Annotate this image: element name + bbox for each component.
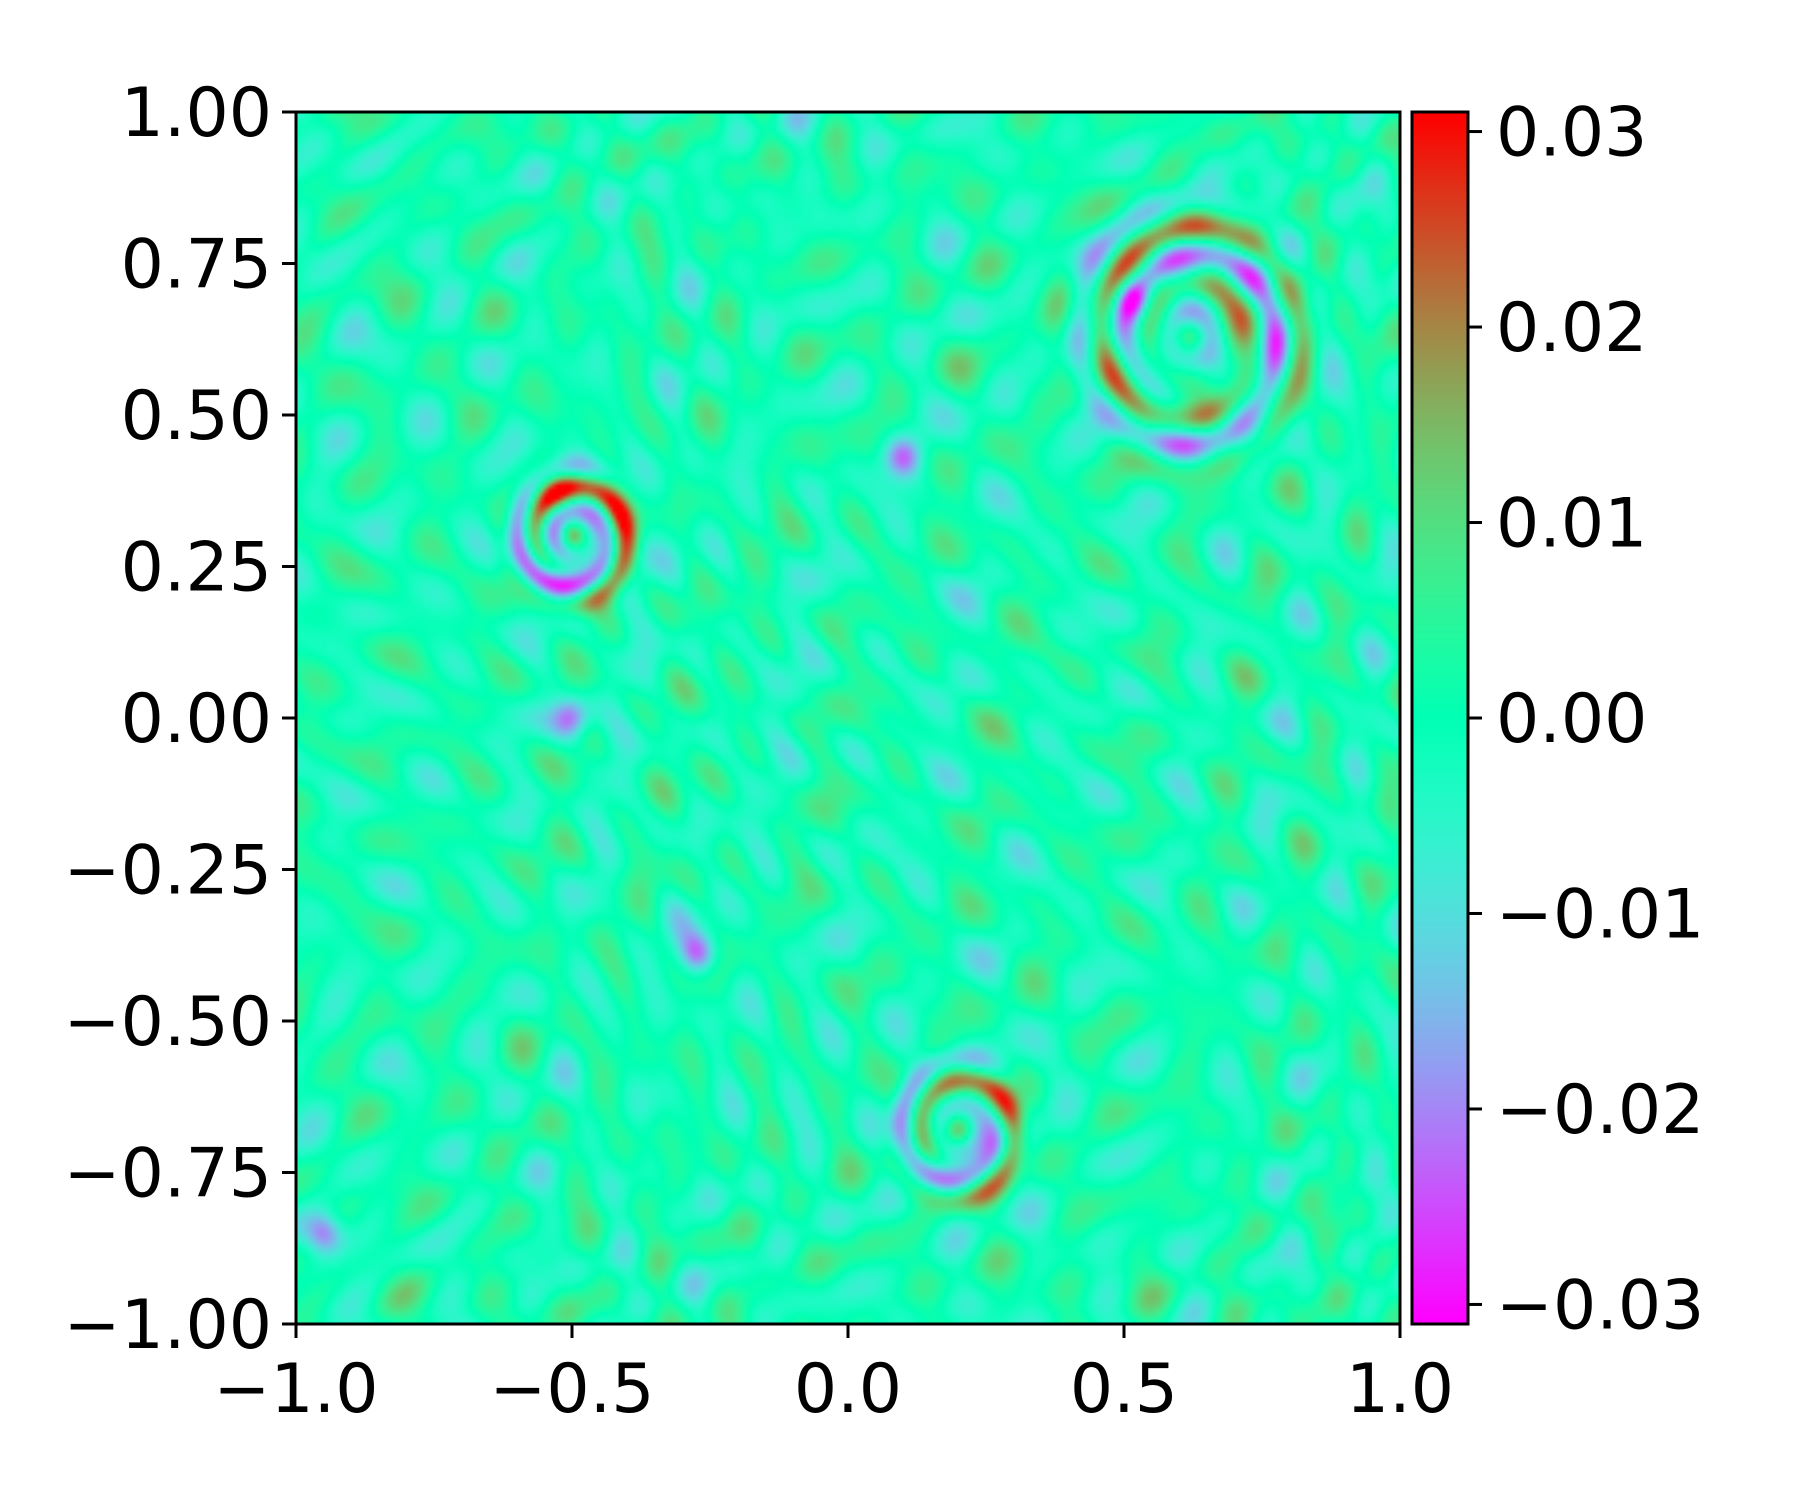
y-tick-label: −0.50 — [64, 983, 272, 1062]
x-axis: −1.0 −0.5 0.0 0.5 1.0 — [213, 1324, 1454, 1429]
colorbar-tick-label: 0.01 — [1496, 485, 1647, 564]
colorbar-tick-label: −0.01 — [1496, 875, 1704, 954]
y-tick-label: 0.00 — [121, 680, 272, 759]
colorbar-tick-label: 0.02 — [1496, 289, 1647, 368]
y-axis: 1.00 0.75 0.50 0.25 0.00 −0.25 −0.50 −0.75 −1.00 — [64, 74, 296, 1365]
colorbar-axis: 0.03 0.02 0.01 0.00 −0.01 −0.02 −0.03 — [1468, 94, 1704, 1345]
y-tick-label: 0.50 — [121, 377, 272, 456]
x-tick-label: 0.5 — [1070, 1350, 1178, 1429]
y-tick-label: 1.00 — [121, 74, 272, 153]
heatmap-image — [296, 112, 1400, 1324]
y-tick-label: 0.75 — [121, 226, 272, 305]
x-tick-label: −1.0 — [213, 1350, 378, 1429]
colorbar: 0.03 0.02 0.01 0.00 −0.01 −0.02 −0.03 — [1410, 94, 1704, 1345]
x-tick-label: 1.0 — [1346, 1350, 1454, 1429]
x-tick-label: 0.0 — [794, 1350, 902, 1429]
y-tick-label: −1.00 — [64, 1286, 272, 1365]
colorbar-tick-label: 0.03 — [1496, 94, 1647, 173]
y-tick-label: −0.75 — [64, 1135, 272, 1214]
colorbar-gradient — [1412, 112, 1468, 1324]
y-tick-label: −0.25 — [64, 832, 272, 911]
colorbar-tick-label: −0.02 — [1496, 1071, 1704, 1150]
colorbar-tick-label: 0.00 — [1496, 680, 1647, 759]
colorbar-tick-label: −0.03 — [1496, 1266, 1704, 1345]
heatmap-plot-area — [294, 110, 1402, 1326]
x-tick-label: −0.5 — [489, 1350, 654, 1429]
y-tick-label: 0.25 — [121, 529, 272, 608]
